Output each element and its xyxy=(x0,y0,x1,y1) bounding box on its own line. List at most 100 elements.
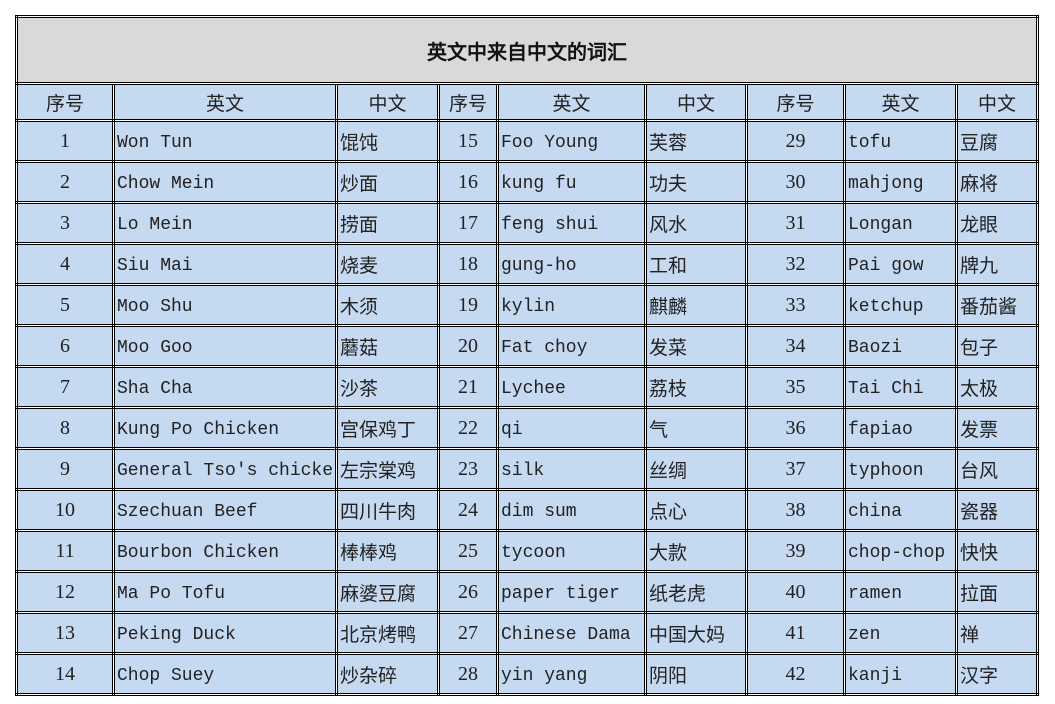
cell-english[interactable]: Chinese Dama xyxy=(496,611,647,655)
cell-index[interactable]: 33 xyxy=(745,283,846,327)
cell-index[interactable]: 2 xyxy=(15,160,115,204)
cell-english[interactable]: Ma Po Tofu xyxy=(112,570,338,614)
cell-chinese[interactable]: 左宗棠鸡 xyxy=(335,447,440,491)
cell-index[interactable]: 16 xyxy=(437,160,499,204)
cell-english[interactable]: china xyxy=(843,488,958,532)
cell-chinese[interactable]: 麻将 xyxy=(955,160,1039,204)
cell-english[interactable]: tycoon xyxy=(496,529,647,573)
cell-chinese[interactable]: 蘑菇 xyxy=(335,324,440,368)
cell-index[interactable]: 24 xyxy=(437,488,499,532)
cell-index[interactable]: 42 xyxy=(745,652,846,696)
cell-index[interactable]: 38 xyxy=(745,488,846,532)
cell-chinese[interactable]: 阴阳 xyxy=(644,652,748,696)
cell-chinese[interactable]: 丝绸 xyxy=(644,447,748,491)
cell-index[interactable]: 19 xyxy=(437,283,499,327)
cell-chinese[interactable]: 发菜 xyxy=(644,324,748,368)
cell-english[interactable]: Pai gow xyxy=(843,242,958,286)
cell-chinese[interactable]: 台风 xyxy=(955,447,1039,491)
cell-index[interactable]: 1 xyxy=(15,119,115,163)
cell-chinese[interactable]: 麻婆豆腐 xyxy=(335,570,440,614)
cell-english[interactable]: Szechuan Beef xyxy=(112,488,338,532)
cell-english[interactable]: Moo Goo xyxy=(112,324,338,368)
cell-english[interactable]: zen xyxy=(843,611,958,655)
cell-index[interactable]: 40 xyxy=(745,570,846,614)
cell-index[interactable]: 18 xyxy=(437,242,499,286)
cell-index[interactable]: 29 xyxy=(745,119,846,163)
cell-index[interactable]: 20 xyxy=(437,324,499,368)
cell-english[interactable]: Bourbon Chicken xyxy=(112,529,338,573)
cell-index[interactable]: 3 xyxy=(15,201,115,245)
cell-index[interactable]: 15 xyxy=(437,119,499,163)
cell-chinese[interactable]: 四川牛肉 xyxy=(335,488,440,532)
cell-english[interactable]: mahjong xyxy=(843,160,958,204)
cell-index[interactable]: 30 xyxy=(745,160,846,204)
cell-index[interactable]: 21 xyxy=(437,365,499,409)
cell-chinese[interactable]: 沙茶 xyxy=(335,365,440,409)
cell-chinese[interactable]: 牌九 xyxy=(955,242,1039,286)
cell-index[interactable]: 17 xyxy=(437,201,499,245)
cell-chinese[interactable]: 北京烤鸭 xyxy=(335,611,440,655)
cell-english[interactable]: silk xyxy=(496,447,647,491)
cell-english[interactable]: Fat choy xyxy=(496,324,647,368)
cell-english[interactable]: Foo Young xyxy=(496,119,647,163)
cell-chinese[interactable]: 包子 xyxy=(955,324,1039,368)
cell-chinese[interactable]: 炒杂碎 xyxy=(335,652,440,696)
cell-english[interactable]: Lo Mein xyxy=(112,201,338,245)
cell-english[interactable]: Chop Suey xyxy=(112,652,338,696)
cell-chinese[interactable]: 中国大妈 xyxy=(644,611,748,655)
cell-chinese[interactable]: 炒面 xyxy=(335,160,440,204)
cell-chinese[interactable]: 风水 xyxy=(644,201,748,245)
table-title[interactable]: 英文中来自中文的词汇 xyxy=(15,15,1039,85)
cell-index[interactable]: 12 xyxy=(15,570,115,614)
cell-index[interactable]: 26 xyxy=(437,570,499,614)
cell-english[interactable]: qi xyxy=(496,406,647,450)
cell-index[interactable]: 34 xyxy=(745,324,846,368)
cell-english[interactable]: Chow Mein xyxy=(112,160,338,204)
cell-english[interactable]: Sha Cha xyxy=(112,365,338,409)
cell-english[interactable]: General Tso's chicke xyxy=(112,447,338,491)
cell-english[interactable]: dim sum xyxy=(496,488,647,532)
cell-chinese[interactable]: 拉面 xyxy=(955,570,1039,614)
cell-chinese[interactable]: 点心 xyxy=(644,488,748,532)
cell-english[interactable]: kanji xyxy=(843,652,958,696)
cell-chinese[interactable]: 工和 xyxy=(644,242,748,286)
cell-english[interactable]: paper tiger xyxy=(496,570,647,614)
cell-chinese[interactable]: 快快 xyxy=(955,529,1039,573)
header-cell-index[interactable]: 序号 xyxy=(15,82,115,122)
cell-english[interactable]: Moo Shu xyxy=(112,283,338,327)
header-cell-index[interactable]: 序号 xyxy=(437,82,499,122)
cell-english[interactable]: fapiao xyxy=(843,406,958,450)
cell-chinese[interactable]: 捞面 xyxy=(335,201,440,245)
header-cell-english[interactable]: 英文 xyxy=(843,82,958,122)
cell-index[interactable]: 31 xyxy=(745,201,846,245)
cell-english[interactable]: ramen xyxy=(843,570,958,614)
cell-english[interactable]: Won Tun xyxy=(112,119,338,163)
cell-index[interactable]: 5 xyxy=(15,283,115,327)
header-cell-chinese[interactable]: 中文 xyxy=(644,82,748,122)
cell-index[interactable]: 13 xyxy=(15,611,115,655)
cell-chinese[interactable]: 功夫 xyxy=(644,160,748,204)
cell-english[interactable]: Siu Mai xyxy=(112,242,338,286)
cell-index[interactable]: 8 xyxy=(15,406,115,450)
cell-chinese[interactable]: 纸老虎 xyxy=(644,570,748,614)
cell-english[interactable]: kylin xyxy=(496,283,647,327)
header-cell-english[interactable]: 英文 xyxy=(112,82,338,122)
cell-index[interactable]: 35 xyxy=(745,365,846,409)
cell-chinese[interactable]: 烧麦 xyxy=(335,242,440,286)
cell-english[interactable]: chop-chop xyxy=(843,529,958,573)
cell-english[interactable]: ketchup xyxy=(843,283,958,327)
cell-english[interactable]: gung-ho xyxy=(496,242,647,286)
cell-index[interactable]: 10 xyxy=(15,488,115,532)
cell-chinese[interactable]: 瓷器 xyxy=(955,488,1039,532)
cell-chinese[interactable]: 木须 xyxy=(335,283,440,327)
cell-chinese[interactable]: 宫保鸡丁 xyxy=(335,406,440,450)
header-cell-english[interactable]: 英文 xyxy=(496,82,647,122)
cell-index[interactable]: 6 xyxy=(15,324,115,368)
cell-chinese[interactable]: 番茄酱 xyxy=(955,283,1039,327)
header-cell-chinese[interactable]: 中文 xyxy=(955,82,1039,122)
cell-english[interactable]: tofu xyxy=(843,119,958,163)
cell-index[interactable]: 37 xyxy=(745,447,846,491)
cell-index[interactable]: 14 xyxy=(15,652,115,696)
cell-index[interactable]: 28 xyxy=(437,652,499,696)
header-cell-index[interactable]: 序号 xyxy=(745,82,846,122)
